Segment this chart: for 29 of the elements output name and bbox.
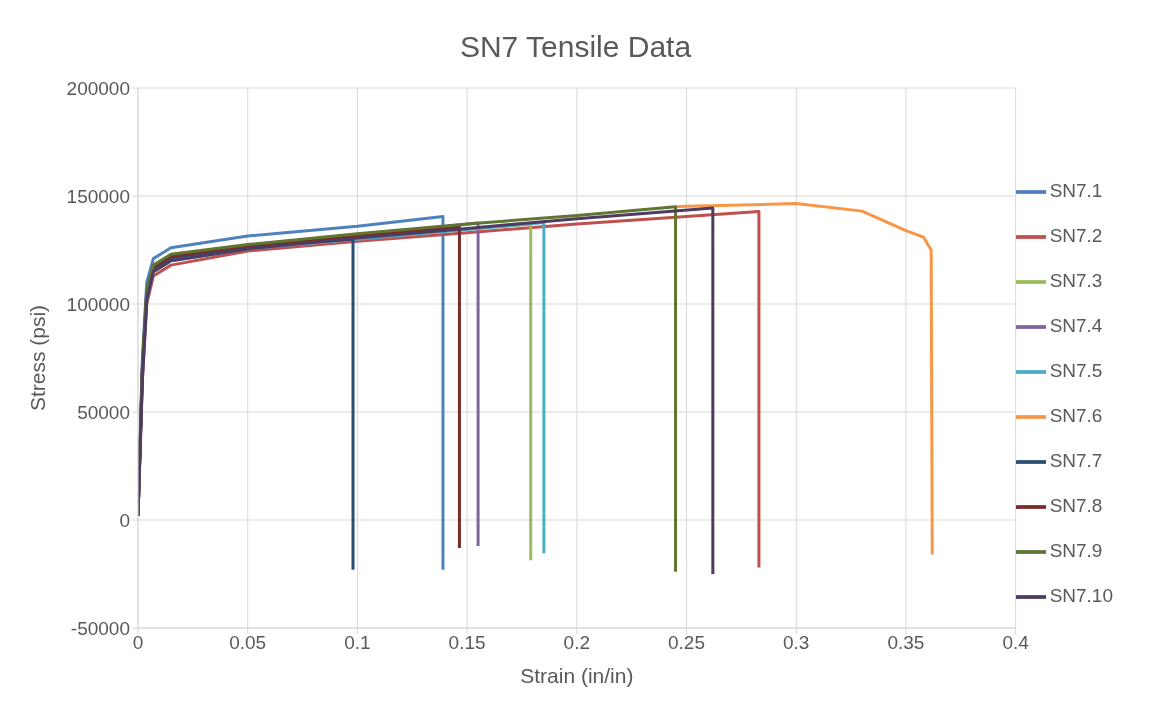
y-tick-label: -50000 xyxy=(70,617,130,639)
y-tick-label: 50000 xyxy=(77,401,130,423)
y-axis-title: Stress (psi) xyxy=(26,304,50,412)
y-tick-label: 100000 xyxy=(66,293,130,315)
x-tick-label: 0.25 xyxy=(668,632,706,654)
y-tick-label: 200000 xyxy=(66,77,130,99)
x-axis-title: Strain (in/in) xyxy=(520,664,634,687)
y-tick-label: 0 xyxy=(119,509,130,531)
legend-label: SN7.4 xyxy=(1049,315,1103,336)
x-tick-label: 0.3 xyxy=(783,632,810,654)
chart-title: SN7 Tensile Data xyxy=(458,29,693,65)
x-tick-label: 0.15 xyxy=(448,632,486,654)
x-tick-label: 0 xyxy=(132,632,144,654)
legend-label: SN7.7 xyxy=(1049,450,1103,471)
legend-label: SN7.5 xyxy=(1049,360,1103,381)
x-tick-label: 0.2 xyxy=(563,632,591,654)
x-tick-label: 0.05 xyxy=(229,632,267,654)
legend-label: SN7.10 xyxy=(1049,585,1113,606)
x-tick-label: 0.4 xyxy=(1002,632,1030,654)
legend-label: SN7.6 xyxy=(1049,405,1103,426)
legend-label: SN7.1 xyxy=(1049,180,1103,201)
legend-label: SN7.3 xyxy=(1049,270,1103,291)
legend-label: SN7.8 xyxy=(1049,495,1103,516)
legend-label: SN7.2 xyxy=(1049,225,1103,246)
y-tick-label: 150000 xyxy=(66,185,130,207)
x-tick-label: 0.35 xyxy=(887,632,925,654)
line-series xyxy=(674,202,934,557)
x-tick-label: 0.1 xyxy=(344,632,371,654)
legend-label: SN7.9 xyxy=(1049,540,1103,561)
